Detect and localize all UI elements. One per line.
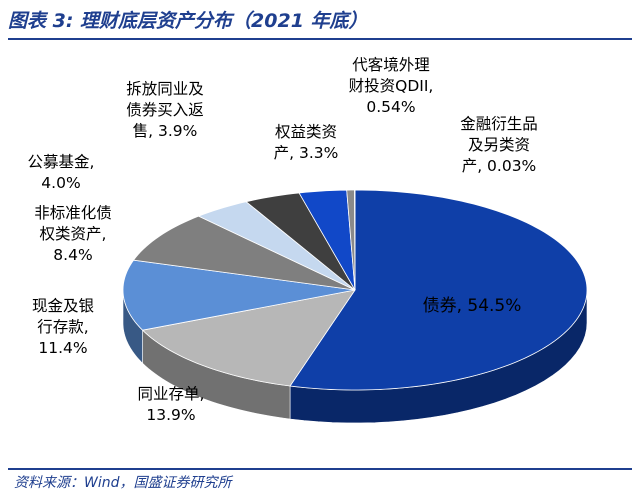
slice-label-3-line-0: 非标准化债: [34, 204, 112, 222]
slice-label-4-line-0: 公募基金,: [27, 153, 95, 171]
slice-label-8-line-1: 及另类资: [467, 136, 530, 154]
pie-slice-4: [197, 201, 356, 291]
slice-label-6: 权益类资产, 3.3%: [256, 122, 356, 164]
slice-label-1-line-1: 13.9%: [146, 406, 196, 424]
slice-label-6-line-0: 权益类资: [274, 123, 337, 141]
slice-label-0: 债券, 54.5%: [402, 296, 542, 317]
source-rule: [8, 468, 632, 470]
source-note: 资料来源：Wind，国盛证券研究所: [14, 475, 232, 491]
slice-label-2: 现金及银行存款, 11.4%: [18, 296, 108, 359]
slice-label-0-line-0: 债券, 54.5%: [422, 296, 522, 316]
pie-slice-6: [298, 189, 356, 291]
slice-label-7-line-1: 财投资QDII,: [348, 77, 434, 95]
slice-label-8-line-0: 金融衍生品: [460, 115, 538, 133]
pie-slice-5: [245, 192, 356, 291]
slice-label-8-line-2: 产, 0.03%: [461, 157, 537, 175]
pie-slice-0: [289, 189, 588, 391]
slice-label-1-line-0: 同业存单,: [137, 385, 205, 403]
slice-label-7: 代客境外理财投资QDII, 0.54%: [330, 55, 452, 118]
slice-label-8: 金融衍生品及另类资产, 0.03%: [440, 114, 558, 177]
pie-slice-2: [122, 259, 356, 331]
slice-label-4-line-1: 4.0%: [41, 174, 81, 192]
slice-label-2-line-2: 11.4%: [38, 339, 88, 357]
slice-label-2-line-0: 现金及银: [31, 297, 94, 315]
pie-tops: [122, 189, 588, 391]
slice-label-7-line-0: 代客境外理: [352, 56, 430, 74]
pie-slice-3: [132, 215, 356, 291]
slice-label-5-line-0: 拆放同业及: [126, 80, 204, 98]
pie-slice-1: [141, 289, 356, 387]
slice-label-3-line-2: 8.4%: [53, 246, 93, 264]
slice-label-6-line-1: 产, 3.3%: [273, 144, 339, 162]
slice-label-4: 公募基金, 4.0%: [16, 152, 106, 194]
slice-label-1: 同业存单, 13.9%: [116, 384, 226, 426]
slice-label-3-line-1: 权类资产,: [39, 225, 107, 243]
slice-label-5: 拆放同业及债券买入返售, 3.9%: [110, 79, 220, 142]
slice-label-7-line-2: 0.54%: [366, 98, 416, 116]
slice-label-5-line-2: 售, 3.9%: [132, 122, 198, 140]
slice-label-2-line-1: 行存款,: [37, 318, 89, 336]
title-rule: [8, 38, 632, 40]
slice-label-5-line-1: 债券买入返: [126, 101, 204, 119]
chart-title: 图表 3: 理财底层资产分布（2021 年底）: [8, 10, 368, 32]
slice-label-3: 非标准化债权类资产, 8.4%: [14, 203, 132, 266]
